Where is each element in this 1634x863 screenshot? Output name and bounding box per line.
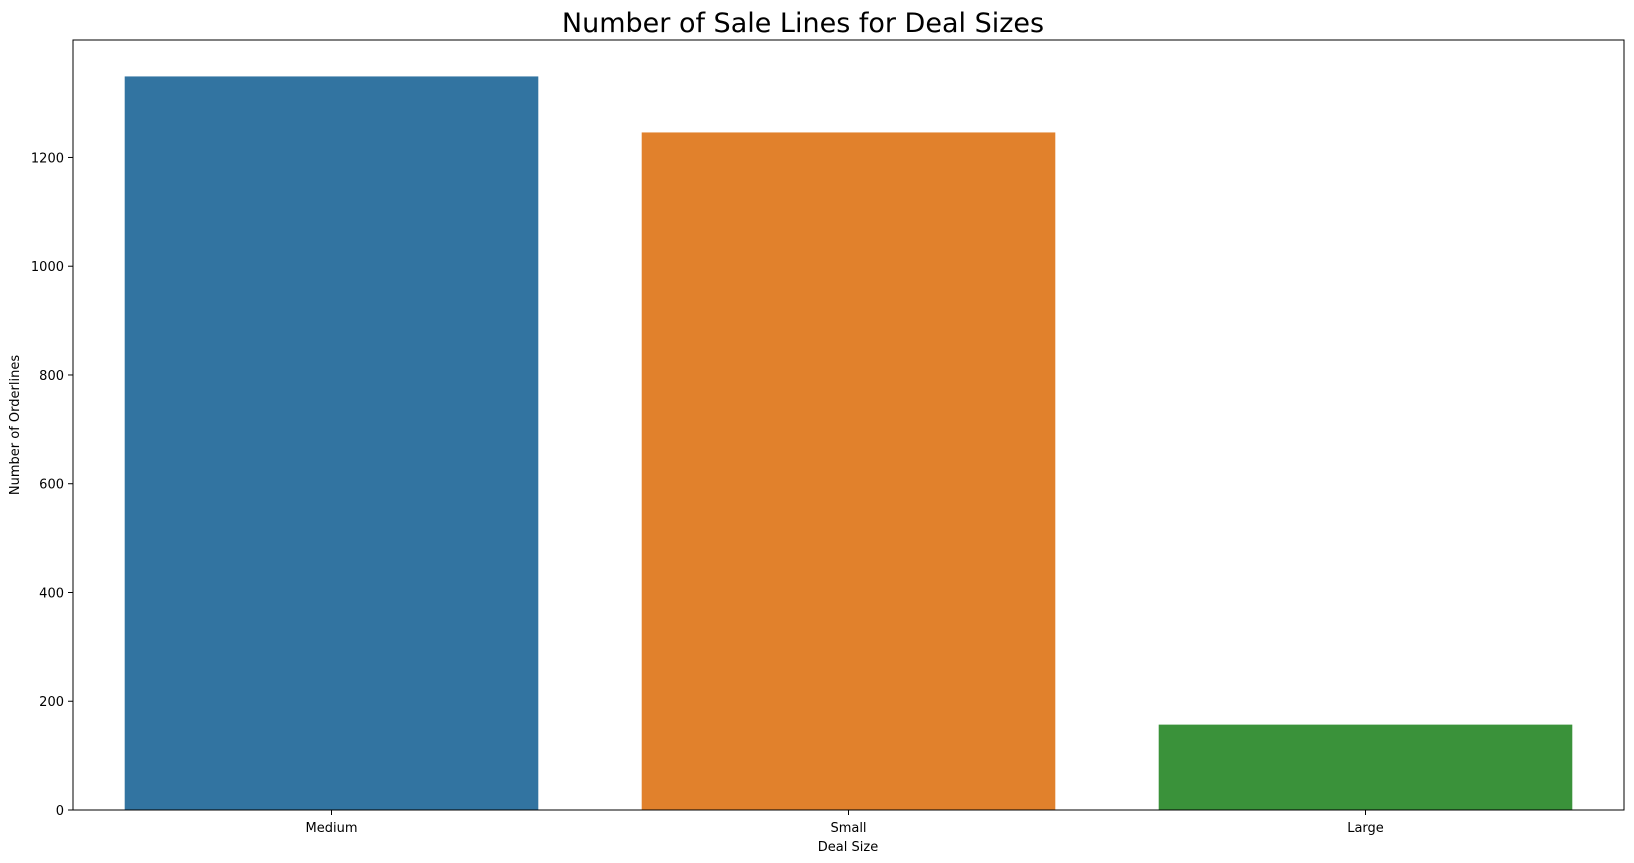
y-tick-label: 400 — [39, 586, 64, 601]
bar-large — [1158, 724, 1573, 810]
x-axis-ticks: Medium Small Large — [306, 810, 1384, 836]
bar-small — [641, 132, 1056, 811]
x-tick-label: Large — [1347, 821, 1384, 836]
plot-area-frame — [72, 39, 1625, 811]
y-axis-label: Number of Orderlines — [8, 355, 23, 495]
y-tick-label: 800 — [39, 369, 64, 384]
x-axis-label: Deal Size — [818, 840, 878, 855]
y-axis-ticks: 0 200 400 600 800 1000 1200 — [31, 151, 73, 819]
y-tick-label: 1200 — [31, 151, 64, 166]
bars-group — [124, 76, 1573, 811]
y-tick-label: 200 — [39, 695, 64, 710]
chart-title: Number of Sale Lines for Deal Sizes — [562, 8, 1044, 39]
y-tick-label: 1000 — [31, 260, 64, 275]
bar-medium — [124, 76, 539, 811]
x-tick-label: Small — [830, 821, 866, 836]
y-tick-label: 600 — [39, 478, 64, 493]
x-tick-label: Medium — [306, 821, 358, 836]
y-tick-label: 0 — [56, 804, 64, 819]
